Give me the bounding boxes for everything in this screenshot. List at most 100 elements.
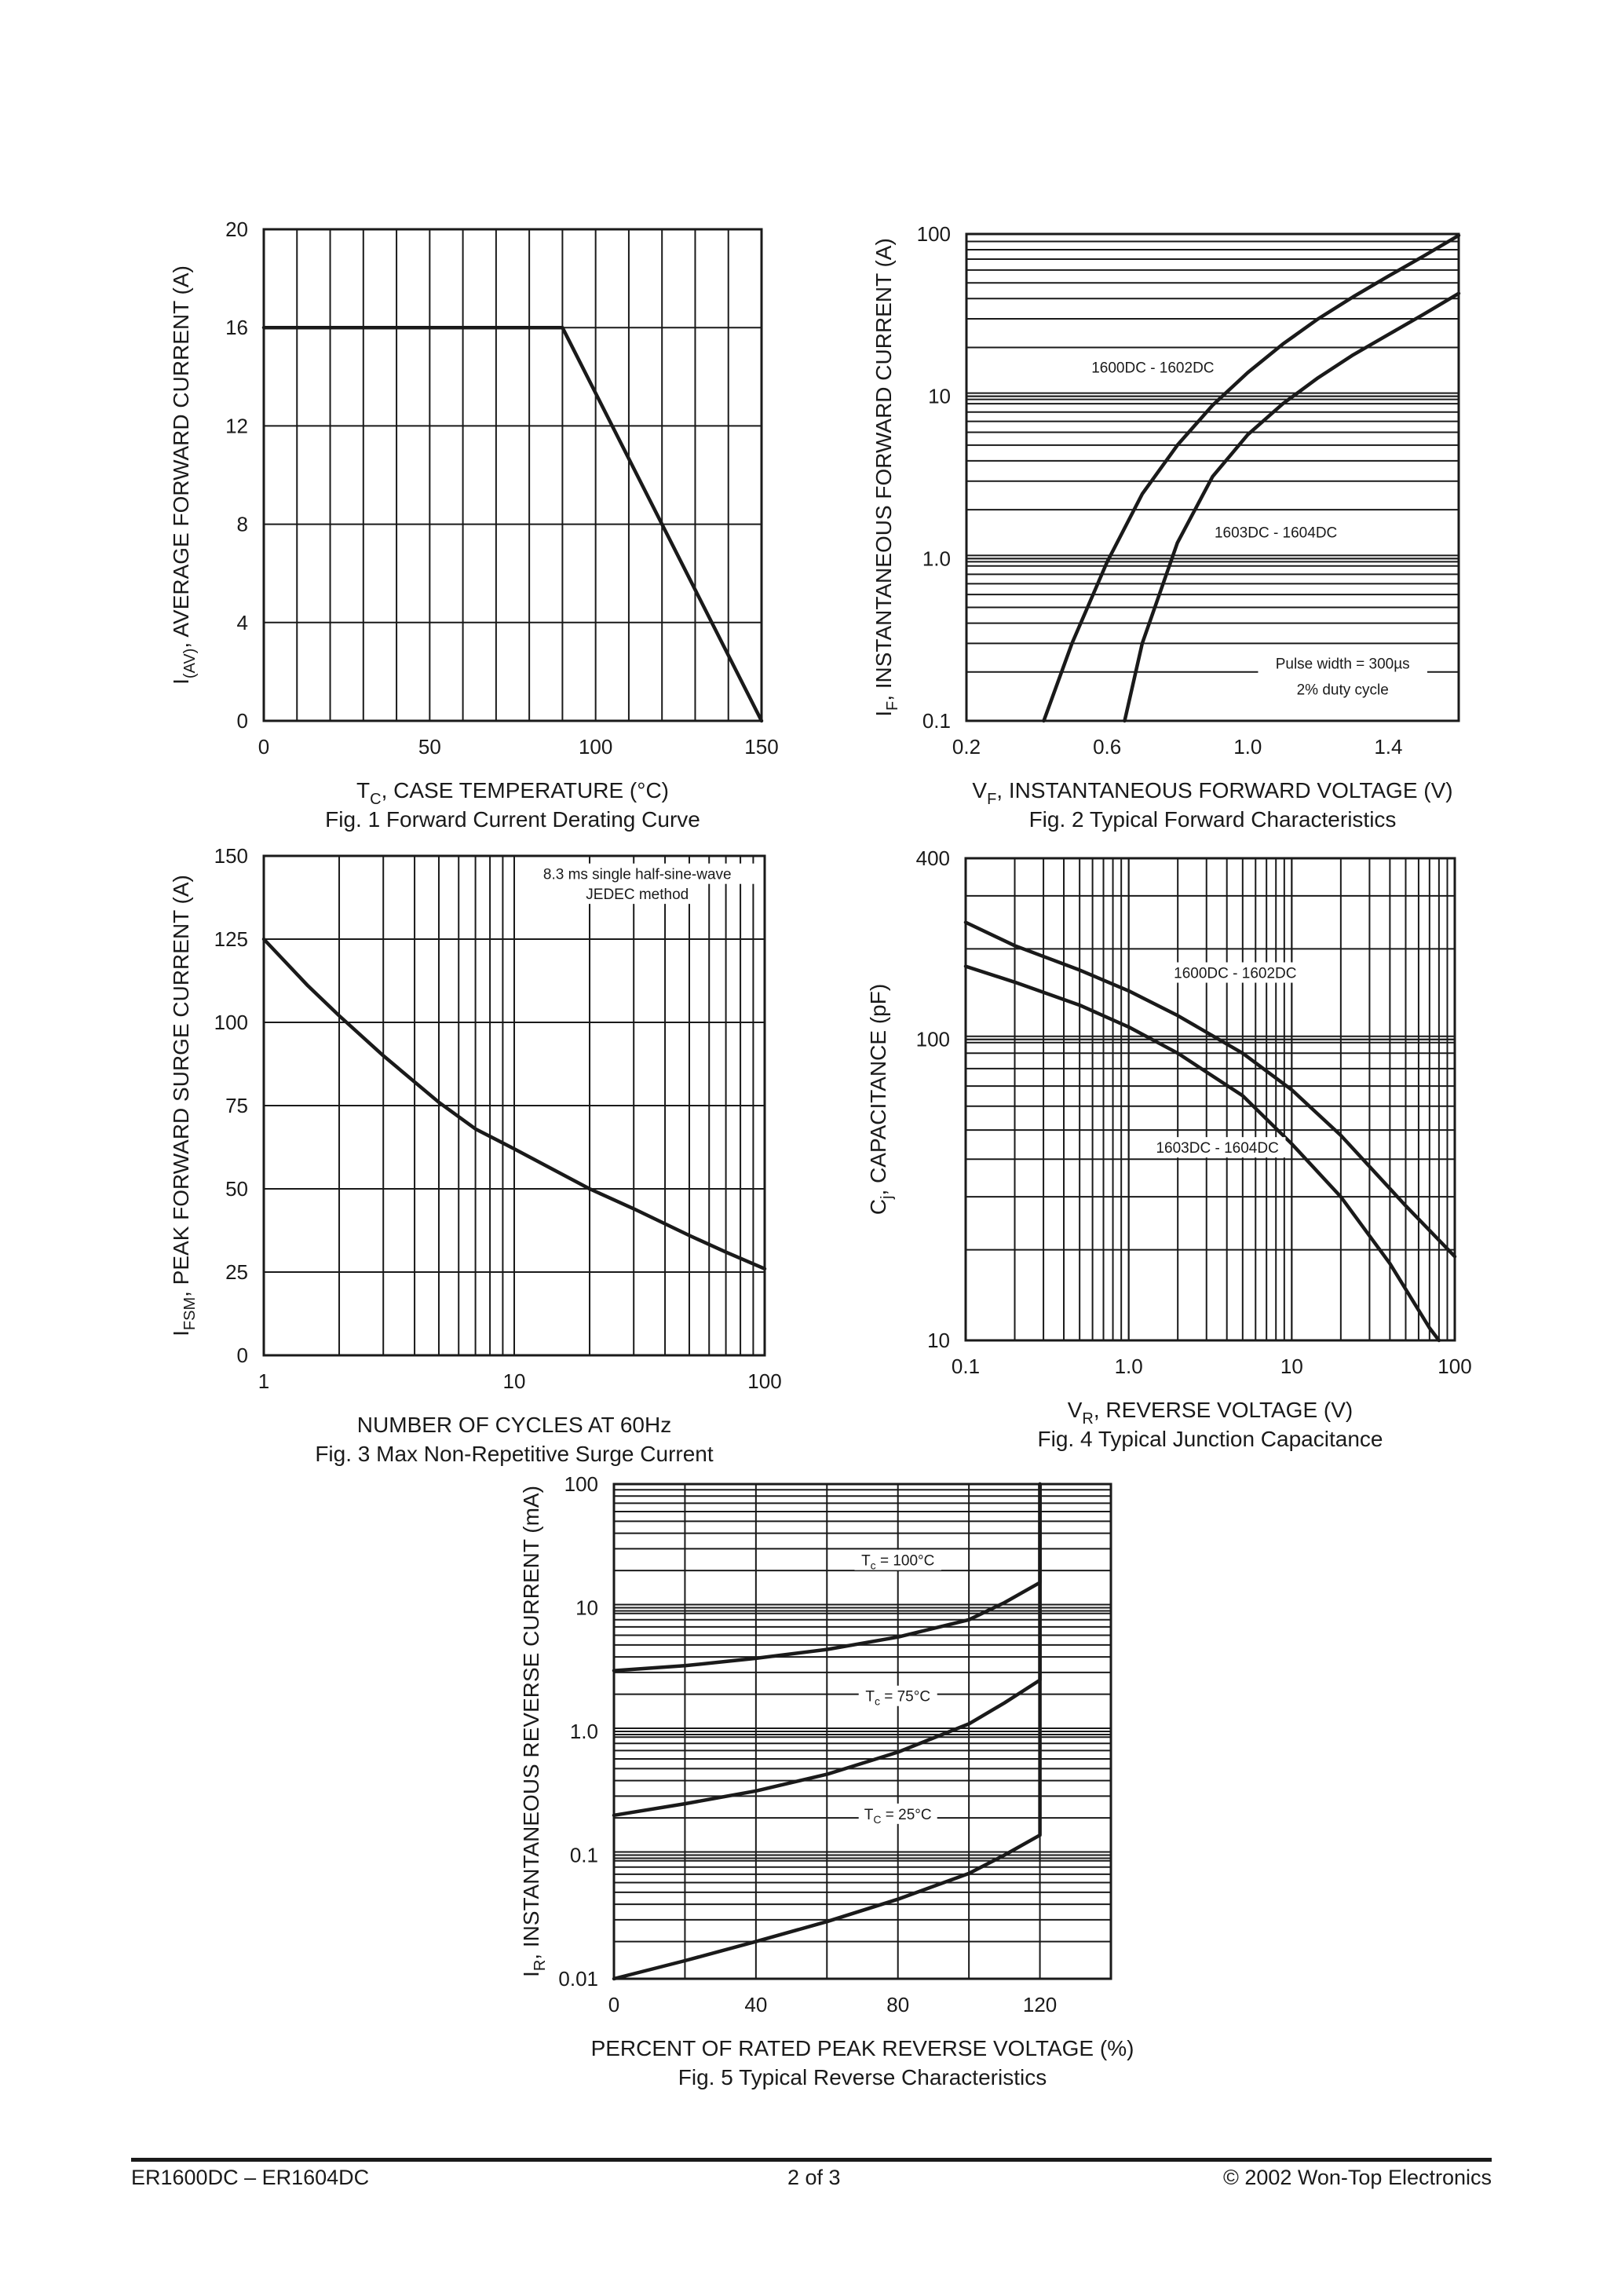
plot-frame [965,232,1460,722]
plot-frame [612,1483,1112,1980]
x-tick-label: 1.0 [1233,735,1262,759]
y-tick-label: 8 [237,513,248,536]
y-tick-label: 75 [225,1094,248,1117]
grid-lines [264,229,762,721]
chart-forward-characteristics: 0.2 0.6 1.0 1.4 0.1 1.0 10 100 VF, INSTANTANEOUS… [871,222,1461,832]
plot-frame [964,857,1456,1342]
y-tick-label: 4 [237,611,248,634]
y-tick-label: 0 [237,709,248,733]
x-tick-label: 100 [1438,1355,1471,1378]
y-tick-label: 0 [237,1344,248,1367]
y-tick-label: 100 [564,1472,598,1496]
annotation: TC = 25°C [864,1807,932,1826]
y-axis-label: IFSM, PEAK FORWARD SURGE CURRENT (A) [169,875,199,1336]
annotation: 1603DC - 1604DC [1215,525,1337,541]
y-axis-label: IR, INSTANTANEOUS REVERSE CURRENT (mA) [519,1486,549,1977]
chart-reverse-characteristics: 0 40 80 120 0.01 0.1 1.0 10 100 PERCENT OF RATED … [519,1472,1134,2089]
x-tick-label: 0 [258,735,269,759]
plot-frame [262,228,763,722]
y-tick-label: 1.0 [570,1720,598,1743]
x-axis-label: PERCENT OF RATED PEAK REVERSE VOLTAGE (%… [591,2036,1134,2060]
footer-page-number: 2 of 3 [787,2166,841,2189]
series-line [963,920,1457,1259]
annotation: JEDEC method [586,887,689,903]
annotation-bg [1282,678,1403,700]
annotation-bg [854,1549,941,1570]
y-tick-label: 100 [916,1028,950,1051]
annotation: Tc = 100°C [861,1553,934,1572]
chart-forward-current-derating: 0 50 100 150 0 4 8 12 16 20 TC, CASE TEMPERATURE (… [169,218,779,832]
y-tick-label: 50 [225,1177,248,1201]
annotation-bg [858,1685,937,1706]
x-axis-label: TC, CASE TEMPERATURE (°C) [356,778,669,808]
annotation-bg [1207,521,1344,543]
figure-caption: Fig. 2 Typical Forward Characteristics [1029,807,1397,832]
x-tick-label: 10 [1280,1355,1303,1378]
series-line [612,1482,1042,1673]
annotation-bg [581,883,693,905]
series-line [1123,291,1461,723]
series-line [261,325,764,723]
figure-caption: Fig. 1 Forward Current Derating Curve [325,807,700,832]
annotation: Tc = 75°C [865,1689,930,1708]
x-tick-label: 40 [744,1993,767,2016]
annotation-bg [858,1803,937,1824]
y-tick-label: 125 [214,927,248,951]
x-tick-label: 10 [503,1369,526,1393]
x-tick-label: 1.0 [1115,1355,1143,1378]
x-tick-label: 1 [258,1369,269,1393]
chart-junction-capacitance: 0.1 1.0 10 100 10 100 400 VR, REVERSE VOLTAGE (… [866,846,1472,1451]
annotation: 1600DC - 1602DC [1091,360,1214,376]
x-axis-label: VR, REVERSE VOLTAGE (V) [1068,1398,1353,1428]
x-axis-label: NUMBER OF CYCLES AT 60Hz [357,1413,671,1437]
y-tick-label: 0.1 [570,1844,598,1867]
annotation: 8.3 ms single half-sine-wave [543,867,732,883]
x-tick-label: 100 [579,735,612,759]
annotation-bg [1258,653,1427,674]
x-tick-label: 0.1 [952,1355,980,1378]
x-tick-label: 120 [1023,1993,1057,2016]
annotation: 1600DC - 1602DC [1174,966,1296,982]
y-tick-label: 10 [927,1329,950,1352]
y-tick-label: 400 [916,846,950,870]
y-tick-label: 150 [214,844,248,868]
y-tick-label: 10 [928,385,951,408]
x-tick-label: 0.6 [1093,735,1121,759]
footer-copyright: © 2002 Won-Top Electronics [1222,2166,1492,2189]
y-axis-label: I(AV), AVERAGE FORWARD CURRENT (A) [169,265,199,685]
series-line [612,1482,1042,1981]
x-tick-label: 100 [747,1369,781,1393]
grid-lines [966,858,1455,1340]
annotation: 2% duty cycle [1297,682,1389,699]
x-axis-label: VF, INSTANTANEOUS FORWARD VOLTAGE (V) [972,778,1452,808]
footer-rule [131,2158,1492,2162]
y-axis-label: Cj, CAPACITANCE (pF) [866,984,896,1215]
plot-frame [262,854,766,1357]
grid-lines [264,856,765,1355]
x-tick-label: 150 [744,735,778,759]
annotation: 1603DC - 1604DC [1156,1140,1278,1157]
chart-surge-current: 1 10 100 0 25 50 75 100 125 150 NUMBER OF CYCLES A… [169,844,782,1466]
y-tick-label: 25 [225,1260,248,1284]
x-tick-label: 80 [886,1993,909,2016]
x-tick-label: 0 [608,1993,619,2016]
series-line [1042,233,1461,723]
grid-lines [614,1484,1111,1979]
y-tick-label: 12 [225,414,248,437]
y-axis-label: IF, INSTANTANEOUS FORWARD CURRENT (A) [871,238,901,717]
series-line [963,964,1441,1343]
x-tick-label: 0.2 [952,735,981,759]
footer-part-number: ER1600DC – ER1604DC [131,2166,370,2189]
y-tick-label: 100 [917,222,951,246]
annotation-bg [1084,356,1222,378]
annotation-bg [1167,962,1304,983]
figure-caption: Fig. 5 Typical Reverse Characteristics [678,2065,1047,2089]
y-tick-label: 10 [575,1596,598,1620]
y-tick-label: 0.01 [558,1967,598,1991]
y-tick-label: 100 [214,1011,248,1034]
figure-caption: Fig. 4 Typical Junction Capacitance [1038,1427,1383,1451]
grid-lines [966,240,1459,673]
y-tick-label: 0.1 [922,709,951,733]
annotation-bg [1149,1137,1286,1158]
